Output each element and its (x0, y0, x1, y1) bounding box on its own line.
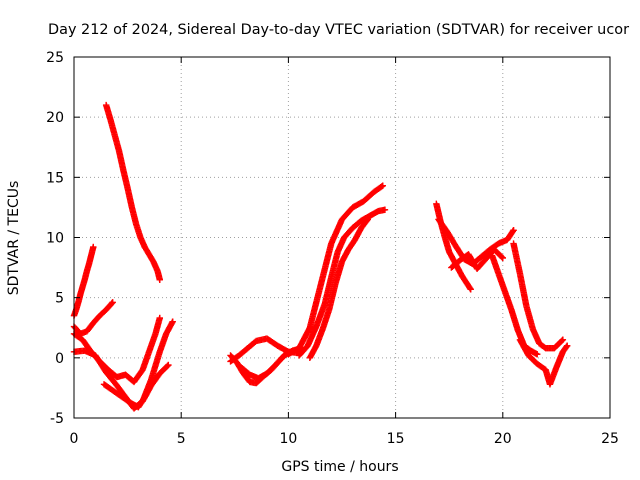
x-tick-label: 15 (387, 431, 405, 447)
series-arc-1 (70, 243, 97, 319)
y-tick-label: 5 (55, 291, 64, 307)
data-point (466, 284, 474, 292)
data-point (563, 343, 570, 351)
data-point (533, 351, 541, 358)
data-point (169, 318, 176, 325)
y-tick-label: 20 (46, 110, 64, 126)
data-point (108, 300, 115, 307)
data-point (156, 314, 163, 322)
series-arc-11 (295, 206, 389, 359)
chart-title: Day 212 of 2024, Sidereal Day-to-day VTE… (48, 22, 629, 38)
data-point (499, 254, 506, 262)
data-point (90, 243, 97, 251)
y-tick-label: -5 (50, 411, 64, 427)
data-point (165, 361, 172, 369)
data-point (156, 276, 163, 283)
y-axis-label: SDTVAR / TECUs (6, 181, 22, 296)
series-arc-16 (488, 252, 541, 358)
x-axis-label: GPS time / hours (281, 459, 398, 475)
data-point (363, 217, 371, 224)
data-points (70, 101, 571, 412)
x-tick-label: 20 (494, 431, 512, 447)
data-point (558, 337, 566, 344)
data-point (510, 227, 517, 234)
data-point (379, 182, 386, 189)
series-arc-5 (70, 318, 176, 412)
x-tick-label: 5 (177, 431, 186, 447)
y-tick-label: 25 (46, 50, 64, 66)
series-arc-17 (510, 240, 567, 352)
data-point (378, 183, 385, 190)
data-point (563, 342, 571, 349)
data-point (164, 362, 171, 370)
series-arc-6 (100, 361, 172, 411)
series-arc-10 (285, 182, 386, 358)
data-point (467, 286, 474, 293)
data-point (364, 216, 371, 223)
data-point (509, 228, 517, 235)
y-axis: -5 0 5 10 15 20 25 (46, 50, 610, 427)
y-tick-label: 10 (46, 231, 64, 247)
x-tick-label: 0 (70, 431, 79, 447)
data-point (559, 336, 567, 343)
series-arc-15 (448, 246, 506, 272)
series-arc-12 (306, 216, 371, 362)
x-axis: 0 5 10 15 20 25 (70, 57, 619, 447)
data-point (109, 299, 116, 306)
data-point (381, 206, 389, 214)
series-arc-2 (102, 101, 163, 283)
data-point (498, 253, 506, 261)
series-arc-18 (516, 336, 571, 388)
x-tick-label: 10 (279, 431, 297, 447)
x-tick-label: 25 (601, 431, 619, 447)
y-tick-label: 0 (55, 351, 64, 367)
y-tick-label: 15 (46, 170, 64, 186)
